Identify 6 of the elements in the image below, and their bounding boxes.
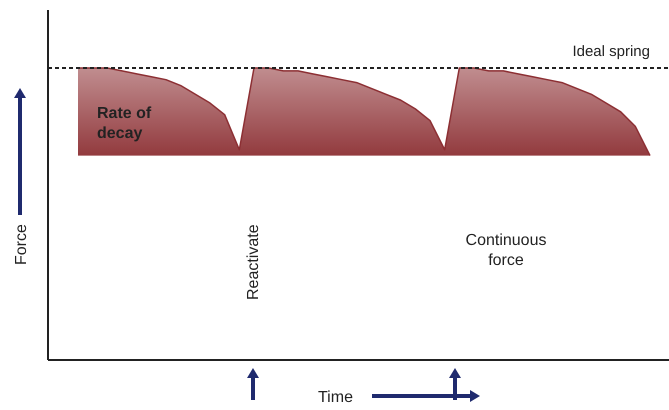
annotation: Continuous force <box>466 232 546 269</box>
annotation: Rate of decay <box>97 105 152 142</box>
x-axis-title: Time <box>318 389 354 406</box>
y-axis-title: Force <box>13 224 30 265</box>
ref-line-label: Ideal spring <box>572 43 650 60</box>
annotation: Reactivate <box>245 224 262 300</box>
